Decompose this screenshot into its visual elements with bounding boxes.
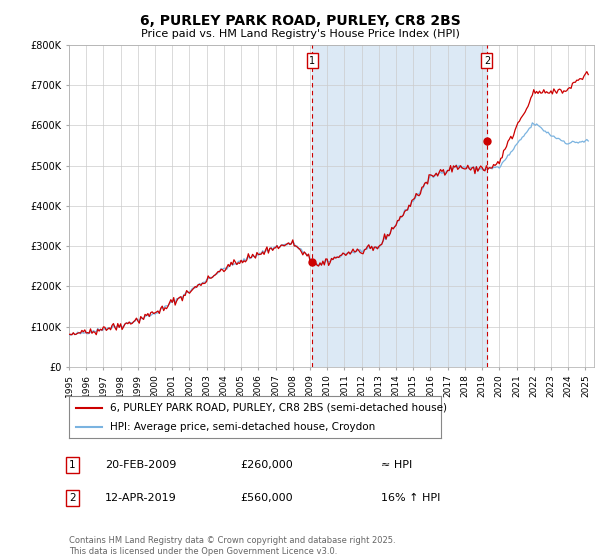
Text: Contains HM Land Registry data © Crown copyright and database right 2025.
This d: Contains HM Land Registry data © Crown c…	[69, 536, 395, 556]
Text: 16% ↑ HPI: 16% ↑ HPI	[381, 493, 440, 503]
Text: 6, PURLEY PARK ROAD, PURLEY, CR8 2BS: 6, PURLEY PARK ROAD, PURLEY, CR8 2BS	[140, 14, 460, 28]
Text: 6, PURLEY PARK ROAD, PURLEY, CR8 2BS (semi-detached house): 6, PURLEY PARK ROAD, PURLEY, CR8 2BS (se…	[110, 403, 447, 413]
Text: £560,000: £560,000	[240, 493, 293, 503]
Text: £260,000: £260,000	[240, 460, 293, 470]
Text: 20-FEB-2009: 20-FEB-2009	[105, 460, 176, 470]
Bar	[312, 45, 487, 367]
Text: 1: 1	[69, 460, 76, 470]
Text: 12-APR-2019: 12-APR-2019	[105, 493, 177, 503]
Text: 2: 2	[484, 56, 490, 66]
Text: Price paid vs. HM Land Registry's House Price Index (HPI): Price paid vs. HM Land Registry's House …	[140, 29, 460, 39]
Text: 2: 2	[69, 493, 76, 503]
Text: HPI: Average price, semi-detached house, Croydon: HPI: Average price, semi-detached house,…	[110, 422, 375, 432]
Text: ≈ HPI: ≈ HPI	[381, 460, 412, 470]
Text: 1: 1	[309, 56, 315, 66]
